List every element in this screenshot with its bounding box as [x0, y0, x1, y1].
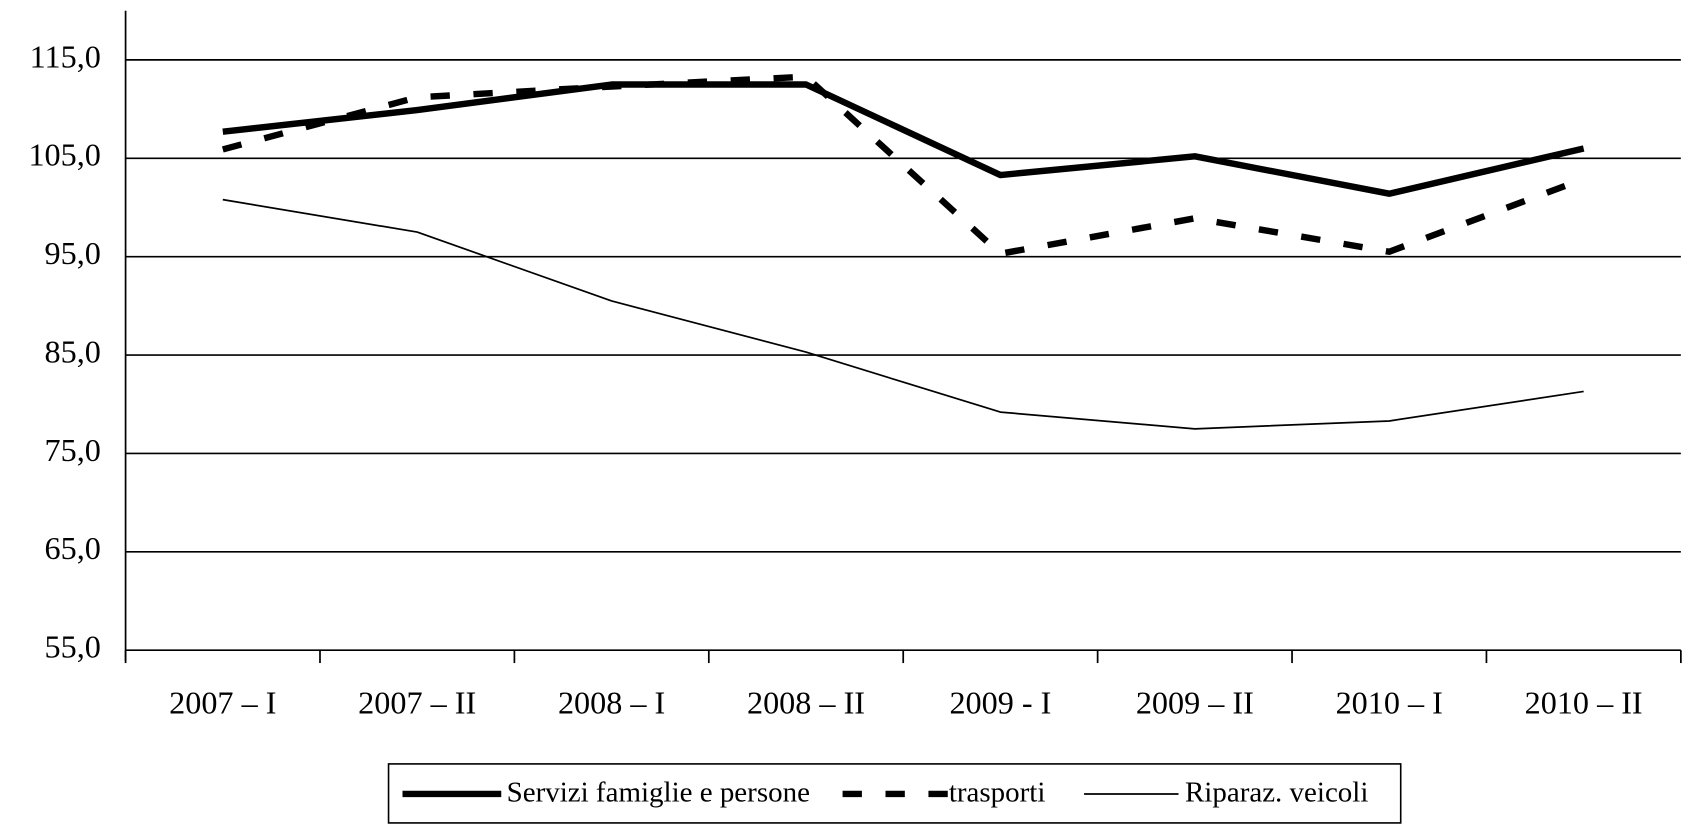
y-tick-label: 95,0 [45, 235, 101, 271]
y-tick-label: 75,0 [45, 432, 101, 468]
legend-label: trasporti [949, 777, 1046, 809]
x-tick-label: 2010 – II [1525, 684, 1643, 720]
series-line [221, 73, 1585, 257]
y-tick-label: 85,0 [45, 333, 101, 369]
y-tick-label: 105,0 [28, 137, 100, 173]
y-tick-label: 55,0 [45, 629, 101, 665]
x-tick-label: 2007 – II [358, 684, 476, 720]
legend-label: Riparaz. veicoli [1185, 777, 1368, 809]
legend: Servizi famiglie e persone trasporti Ripar… [387, 763, 1402, 824]
legend-label: Servizi famiglie e persone [507, 777, 810, 809]
legend-box [387, 763, 1402, 824]
series-line [222, 81, 1585, 197]
x-tick-label: 2008 – II [747, 684, 865, 720]
x-tick-label: 2009 – II [1136, 684, 1254, 720]
x-tick-label: 2009 - I [949, 684, 1051, 720]
series-line [222, 198, 1584, 430]
y-tick-label: 115,0 [30, 38, 101, 74]
x-tick-label: 2007 – I [169, 684, 276, 720]
y-tick-label: 65,0 [45, 530, 101, 566]
x-tick-label: 2010 – I [1336, 684, 1443, 720]
x-tick-label: 2008 – I [558, 684, 665, 720]
